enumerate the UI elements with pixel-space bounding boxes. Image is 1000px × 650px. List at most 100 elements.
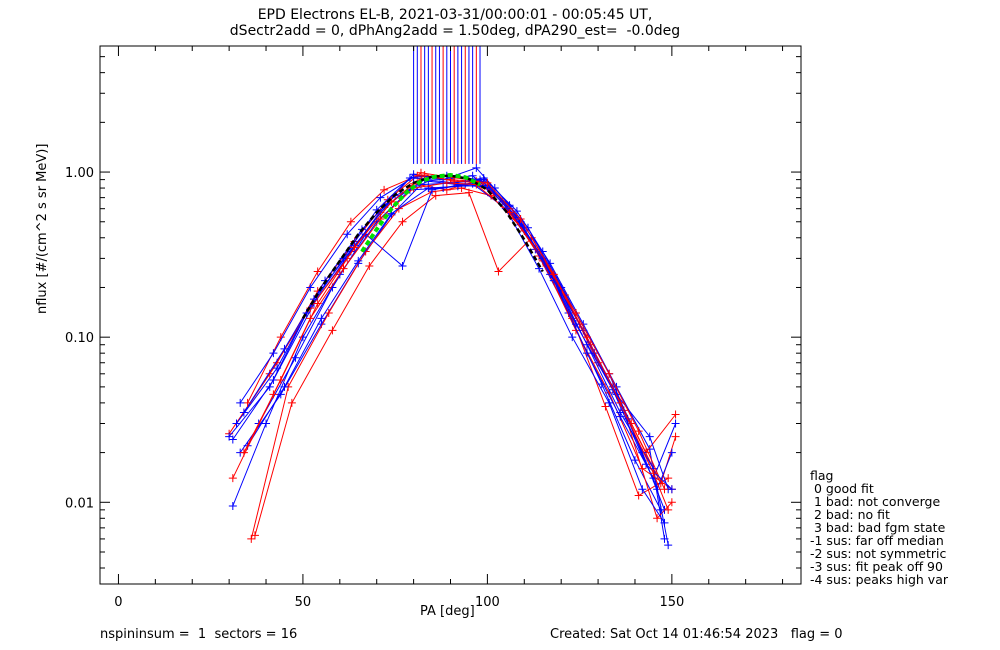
data-point [649, 469, 658, 478]
data-point [365, 261, 374, 270]
data-point [664, 474, 673, 483]
data-point [605, 398, 614, 407]
data-point [645, 432, 654, 441]
data-point [549, 270, 558, 279]
data-point [380, 185, 389, 194]
data-point [472, 163, 481, 172]
data-point [583, 349, 592, 358]
chart-subtitle: dSectr2add = 0, dPhAng2add = 1.50deg, dP… [229, 23, 681, 39]
data-point [250, 531, 259, 540]
data-point [428, 185, 437, 194]
data-point [269, 349, 278, 358]
data-point [634, 427, 643, 436]
data-point [276, 376, 285, 385]
data-point [328, 326, 337, 335]
data-point [442, 178, 451, 187]
data-point [616, 398, 625, 407]
data-point [516, 214, 525, 223]
series-line [243, 180, 677, 480]
x-tick-label: 100 [475, 595, 500, 610]
data-point [225, 432, 234, 441]
data-point [313, 267, 322, 276]
data-point [571, 320, 580, 329]
data-point [398, 261, 407, 270]
data-point [306, 283, 315, 292]
data-point [464, 188, 473, 197]
data-point [664, 541, 673, 550]
data-point [505, 201, 514, 210]
data-point [653, 514, 662, 523]
data-point [324, 309, 333, 318]
data-point [638, 485, 647, 494]
data-point [420, 170, 429, 179]
data-point [287, 398, 296, 407]
data-point [228, 501, 237, 510]
series-line [228, 167, 673, 490]
data-point [671, 410, 680, 419]
data-point [317, 314, 326, 323]
chart-title: EPD Electrons EL-B, 2021-03-31/00:00:01 … [257, 7, 653, 23]
y-axis-label: nflux [#/(cm^2 s sr MeV)] [35, 143, 50, 314]
data-point [568, 333, 577, 342]
data-point [671, 419, 680, 428]
y-tick-label: 0.01 [65, 496, 94, 511]
data-point [667, 498, 676, 507]
y-tick-label: 1.00 [65, 166, 94, 181]
footer-created-info: Created: Sat Oct 14 01:46:54 2023 flag =… [550, 627, 843, 642]
data-point [664, 505, 673, 514]
legend-title: flag [810, 468, 834, 483]
series-line [254, 192, 677, 536]
x-tick-label: 150 [659, 595, 684, 610]
data-point [608, 385, 617, 394]
series-line [258, 183, 673, 491]
series-line [232, 182, 665, 490]
data-point [660, 485, 669, 494]
data-point [376, 193, 385, 202]
data-point [280, 382, 289, 391]
data-point [346, 217, 355, 226]
data-point [667, 448, 676, 457]
data-point [350, 243, 359, 252]
data-point [630, 456, 639, 465]
y-tick-label: 0.10 [65, 331, 94, 346]
data-point [239, 448, 248, 457]
data-point [228, 474, 237, 483]
legend-entry: 3 bad: bad fgm state [810, 520, 946, 535]
flag-legend: flag 0 good fit 1 bad: not converge 2 ba… [810, 469, 948, 586]
series-line [236, 179, 669, 490]
series-line [247, 184, 669, 546]
data-point [667, 485, 676, 494]
axes-layer: 0 50 100 150 0.01 0.10 1.00 [65, 46, 801, 610]
legend-entry: -4 sus: peaks high var [810, 572, 949, 587]
legend-entry: 2 bad: no fit [810, 507, 890, 522]
legend-entry: -2 sus: not symmetric [810, 546, 947, 561]
data-point [583, 333, 592, 342]
data-point [313, 299, 322, 308]
x-axis-label: PA [deg] [420, 604, 475, 619]
footer-left-info: nspininsum = 1 sectors = 16 [100, 627, 298, 642]
series-line [243, 174, 669, 510]
data-point [671, 432, 680, 441]
x-tick-label: 0 [114, 595, 122, 610]
series-line [247, 175, 676, 454]
data-point [243, 398, 252, 407]
series-line [236, 172, 673, 490]
data-point [239, 408, 248, 417]
data-point [409, 173, 418, 182]
legend-entry: -3 sus: fit peak off 90 [810, 559, 943, 574]
data-point [605, 369, 614, 378]
data-point [236, 398, 245, 407]
legend-entry: 0 good fit [810, 481, 874, 496]
data-point [265, 382, 274, 391]
data-point [354, 256, 363, 265]
data-point [262, 419, 271, 428]
data-point [291, 353, 300, 362]
data-point [483, 178, 492, 187]
data-point [431, 191, 440, 200]
legend-entry: -1 sus: far off median [810, 533, 944, 548]
data-point [450, 177, 459, 186]
data-point [247, 534, 256, 543]
fit-line [360, 172, 481, 253]
data-point [343, 230, 352, 239]
data-point [634, 491, 643, 500]
